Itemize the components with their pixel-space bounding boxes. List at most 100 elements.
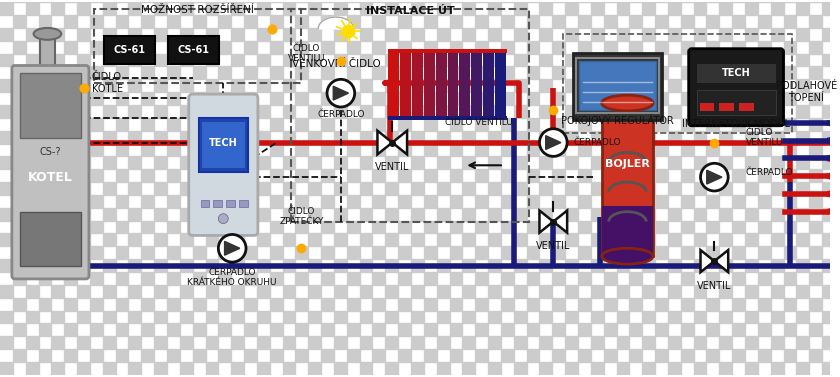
Bar	[437, 336, 449, 349]
Bar	[116, 298, 129, 311]
Bar	[449, 0, 462, 2]
Bar	[167, 323, 180, 336]
Bar	[745, 311, 758, 323]
Bar	[244, 272, 257, 285]
Bar	[347, 323, 360, 336]
Bar	[809, 195, 822, 208]
Bar	[372, 298, 386, 311]
Bar	[809, 246, 822, 259]
Bar	[141, 144, 154, 156]
Bar	[604, 66, 617, 79]
Bar	[398, 272, 411, 285]
Bar	[116, 221, 129, 233]
Bar	[321, 221, 334, 233]
Bar	[154, 131, 167, 144]
Bar	[51, 336, 64, 349]
Bar	[601, 206, 653, 256]
Bar	[501, 246, 514, 259]
Bar	[578, 195, 591, 208]
Bar	[218, 323, 231, 336]
Bar	[553, 92, 565, 105]
Bar	[553, 246, 565, 259]
Bar	[822, 285, 835, 298]
Bar	[770, 285, 784, 298]
Bar	[39, 221, 51, 233]
Bar	[282, 285, 296, 298]
Bar	[694, 105, 706, 118]
Bar	[822, 259, 835, 272]
Bar	[167, 92, 180, 105]
Bar	[231, 259, 244, 272]
Bar	[201, 200, 209, 207]
Bar	[591, 79, 604, 92]
Bar	[719, 208, 732, 221]
Bar	[386, 208, 398, 221]
Bar	[706, 41, 719, 54]
Bar	[321, 118, 334, 131]
Bar	[192, 118, 206, 131]
Bar	[321, 15, 334, 28]
Bar	[680, 246, 694, 259]
Bar	[102, 362, 116, 375]
Bar	[655, 92, 668, 105]
Bar	[167, 41, 180, 54]
Bar	[231, 105, 244, 118]
Bar	[668, 311, 680, 323]
Bar	[822, 2, 835, 15]
Bar	[334, 285, 347, 298]
Bar	[796, 233, 809, 246]
Bar	[770, 182, 784, 195]
Bar	[643, 79, 655, 92]
Text: PODLAHOVÉ
TOPENÍ: PODLAHOVÉ TOPENÍ	[775, 81, 837, 103]
Bar	[239, 200, 248, 207]
Bar	[604, 92, 617, 105]
Bar	[501, 118, 514, 131]
Bar	[565, 182, 578, 195]
Bar	[282, 362, 296, 375]
Bar	[257, 54, 270, 66]
Bar	[192, 195, 206, 208]
Bar	[90, 349, 102, 362]
Bar	[719, 156, 732, 169]
Bar	[90, 246, 102, 259]
Bar	[321, 323, 334, 336]
Bar	[514, 233, 527, 246]
Bar	[13, 66, 26, 79]
Bar	[758, 15, 770, 28]
Bar	[822, 182, 835, 195]
Bar	[578, 272, 591, 285]
Bar	[655, 272, 668, 285]
Bar	[424, 169, 437, 182]
Bar	[475, 15, 488, 28]
Bar	[617, 28, 629, 41]
Bar	[475, 246, 488, 259]
Bar	[758, 92, 770, 105]
Bar	[809, 66, 822, 79]
Bar	[573, 53, 662, 120]
Bar	[90, 41, 102, 54]
Bar	[167, 66, 180, 79]
Bar	[578, 66, 591, 79]
Bar	[167, 195, 180, 208]
Bar	[26, 362, 39, 375]
Bar	[372, 323, 386, 336]
Bar	[347, 0, 360, 2]
Bar	[706, 0, 719, 2]
Bar	[680, 0, 694, 2]
Bar	[192, 221, 206, 233]
Bar	[694, 311, 706, 323]
Bar	[206, 105, 218, 118]
Bar	[26, 79, 39, 92]
Bar	[770, 156, 784, 169]
Bar	[745, 79, 758, 92]
Bar	[39, 323, 51, 336]
Bar	[758, 118, 770, 131]
Bar	[257, 182, 270, 195]
Bar	[745, 2, 758, 15]
Bar	[758, 0, 770, 2]
Text: VENTIL: VENTIL	[536, 241, 570, 251]
Bar	[372, 272, 386, 285]
Bar	[39, 169, 51, 182]
Bar	[102, 285, 116, 298]
Bar	[719, 259, 732, 272]
